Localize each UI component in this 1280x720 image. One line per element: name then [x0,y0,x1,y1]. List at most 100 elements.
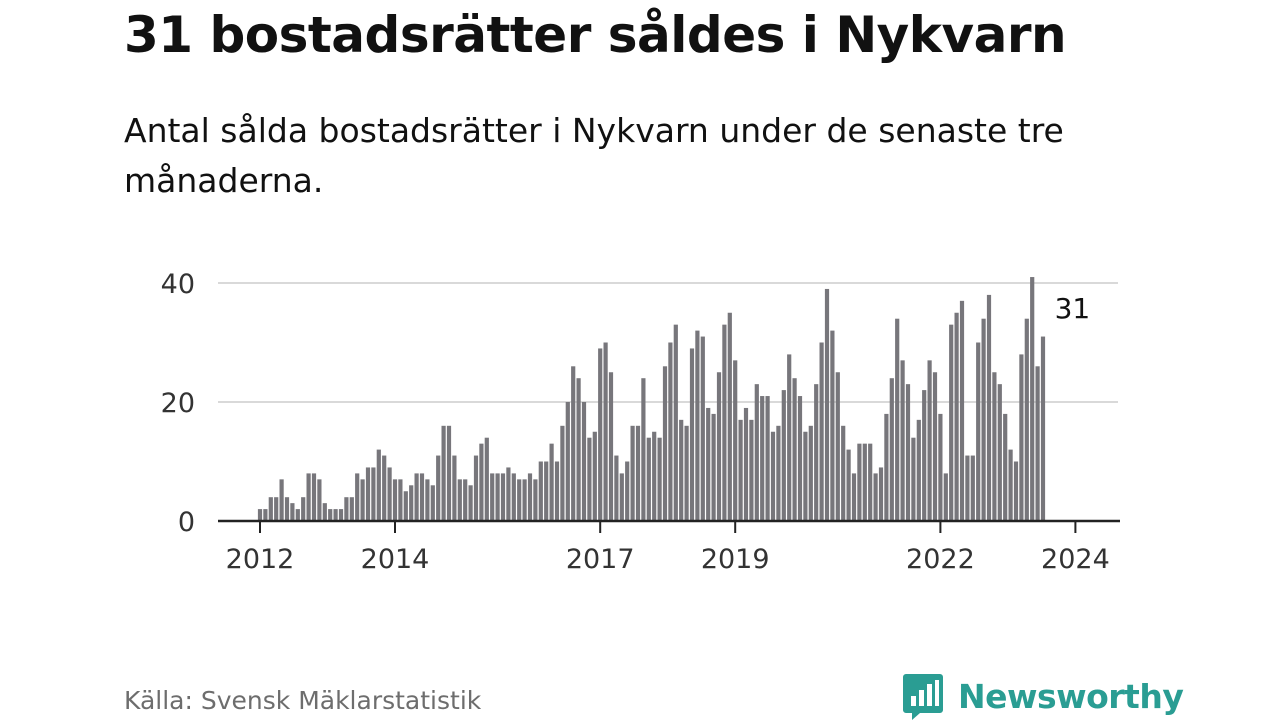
bar [452,455,457,521]
bar [760,396,765,521]
bar [398,479,403,521]
bar [981,318,986,521]
bar [436,455,441,521]
bar [387,467,392,521]
bar [338,509,344,521]
bar [630,425,635,521]
bar [873,473,878,521]
bar [311,473,317,521]
bar [749,419,754,521]
bar [949,324,954,521]
bar [598,348,603,521]
bar [1008,449,1013,521]
bar [943,473,948,521]
bar [765,396,770,521]
bar [932,372,938,521]
bar [376,449,381,521]
bar [846,449,851,521]
bar [911,437,916,521]
y-tick-label: 20 [161,388,195,419]
bar [808,425,813,521]
bar [857,443,862,521]
x-tick-label: 2014 [361,544,430,575]
bar [868,443,873,521]
bar [830,330,835,521]
value-annotation: 31 [1055,292,1091,325]
bar [862,443,867,521]
bar [441,425,446,521]
bar [1019,354,1024,521]
bar [895,318,900,521]
bar [419,473,425,521]
bar [695,330,700,521]
bar [787,354,792,521]
bar [409,485,414,521]
bar [500,473,506,521]
bar [495,473,500,521]
bar [349,497,354,521]
bar [673,324,678,521]
y-tick-label: 0 [178,507,195,538]
bar [554,461,560,521]
bar [403,491,408,521]
chart-subtitle: Antal sålda bostadsrätter i Nykvarn unde… [124,111,1064,200]
brand-logo: Newsworthy [902,672,1184,720]
bar [284,497,290,521]
bar [544,461,549,521]
bar [1030,277,1035,521]
bar [954,312,959,521]
bar [652,431,657,521]
bar [619,473,624,521]
bar [522,479,527,521]
bar [333,509,338,521]
bar [430,485,435,521]
bar [355,473,360,521]
bar [997,384,1002,521]
bar [533,479,538,521]
bar [625,461,630,521]
bar [306,473,311,521]
bar [1024,318,1029,521]
x-axis-labels: 2012 2014 2017 2019 2022 2024 [226,521,1110,575]
bar [889,378,894,521]
bar [711,413,716,521]
bar [608,372,614,521]
bar [328,509,333,521]
bar [668,342,673,521]
bar [365,467,371,521]
x-tick-label: 2019 [701,544,770,575]
bar [565,402,570,521]
bar [317,479,322,521]
bar [965,455,970,521]
bar [700,336,705,521]
bar [938,413,943,521]
bar [344,497,349,521]
bar [414,473,419,521]
bar [814,384,819,521]
bar [635,425,641,521]
bar [1035,366,1040,521]
bar [587,437,592,521]
bar [295,509,300,521]
bar [382,455,387,521]
bar [549,443,554,521]
bar [1003,413,1008,521]
bar [425,479,430,521]
bar [614,455,619,521]
bar [576,378,581,521]
source-note: Källa: Svensk Mäklarstatistik [124,686,482,715]
y-tick-label: 40 [161,269,195,300]
y-axis-labels: 0 20 40 [161,269,195,538]
bar [916,419,921,521]
bar [641,378,646,521]
bar [986,294,992,521]
bar [571,366,576,521]
bar [322,503,327,521]
bar [689,348,695,521]
bar [279,479,284,521]
bar [819,342,824,521]
bar [1040,336,1046,521]
bar [371,467,376,521]
bar [716,372,722,521]
bar [484,437,489,521]
